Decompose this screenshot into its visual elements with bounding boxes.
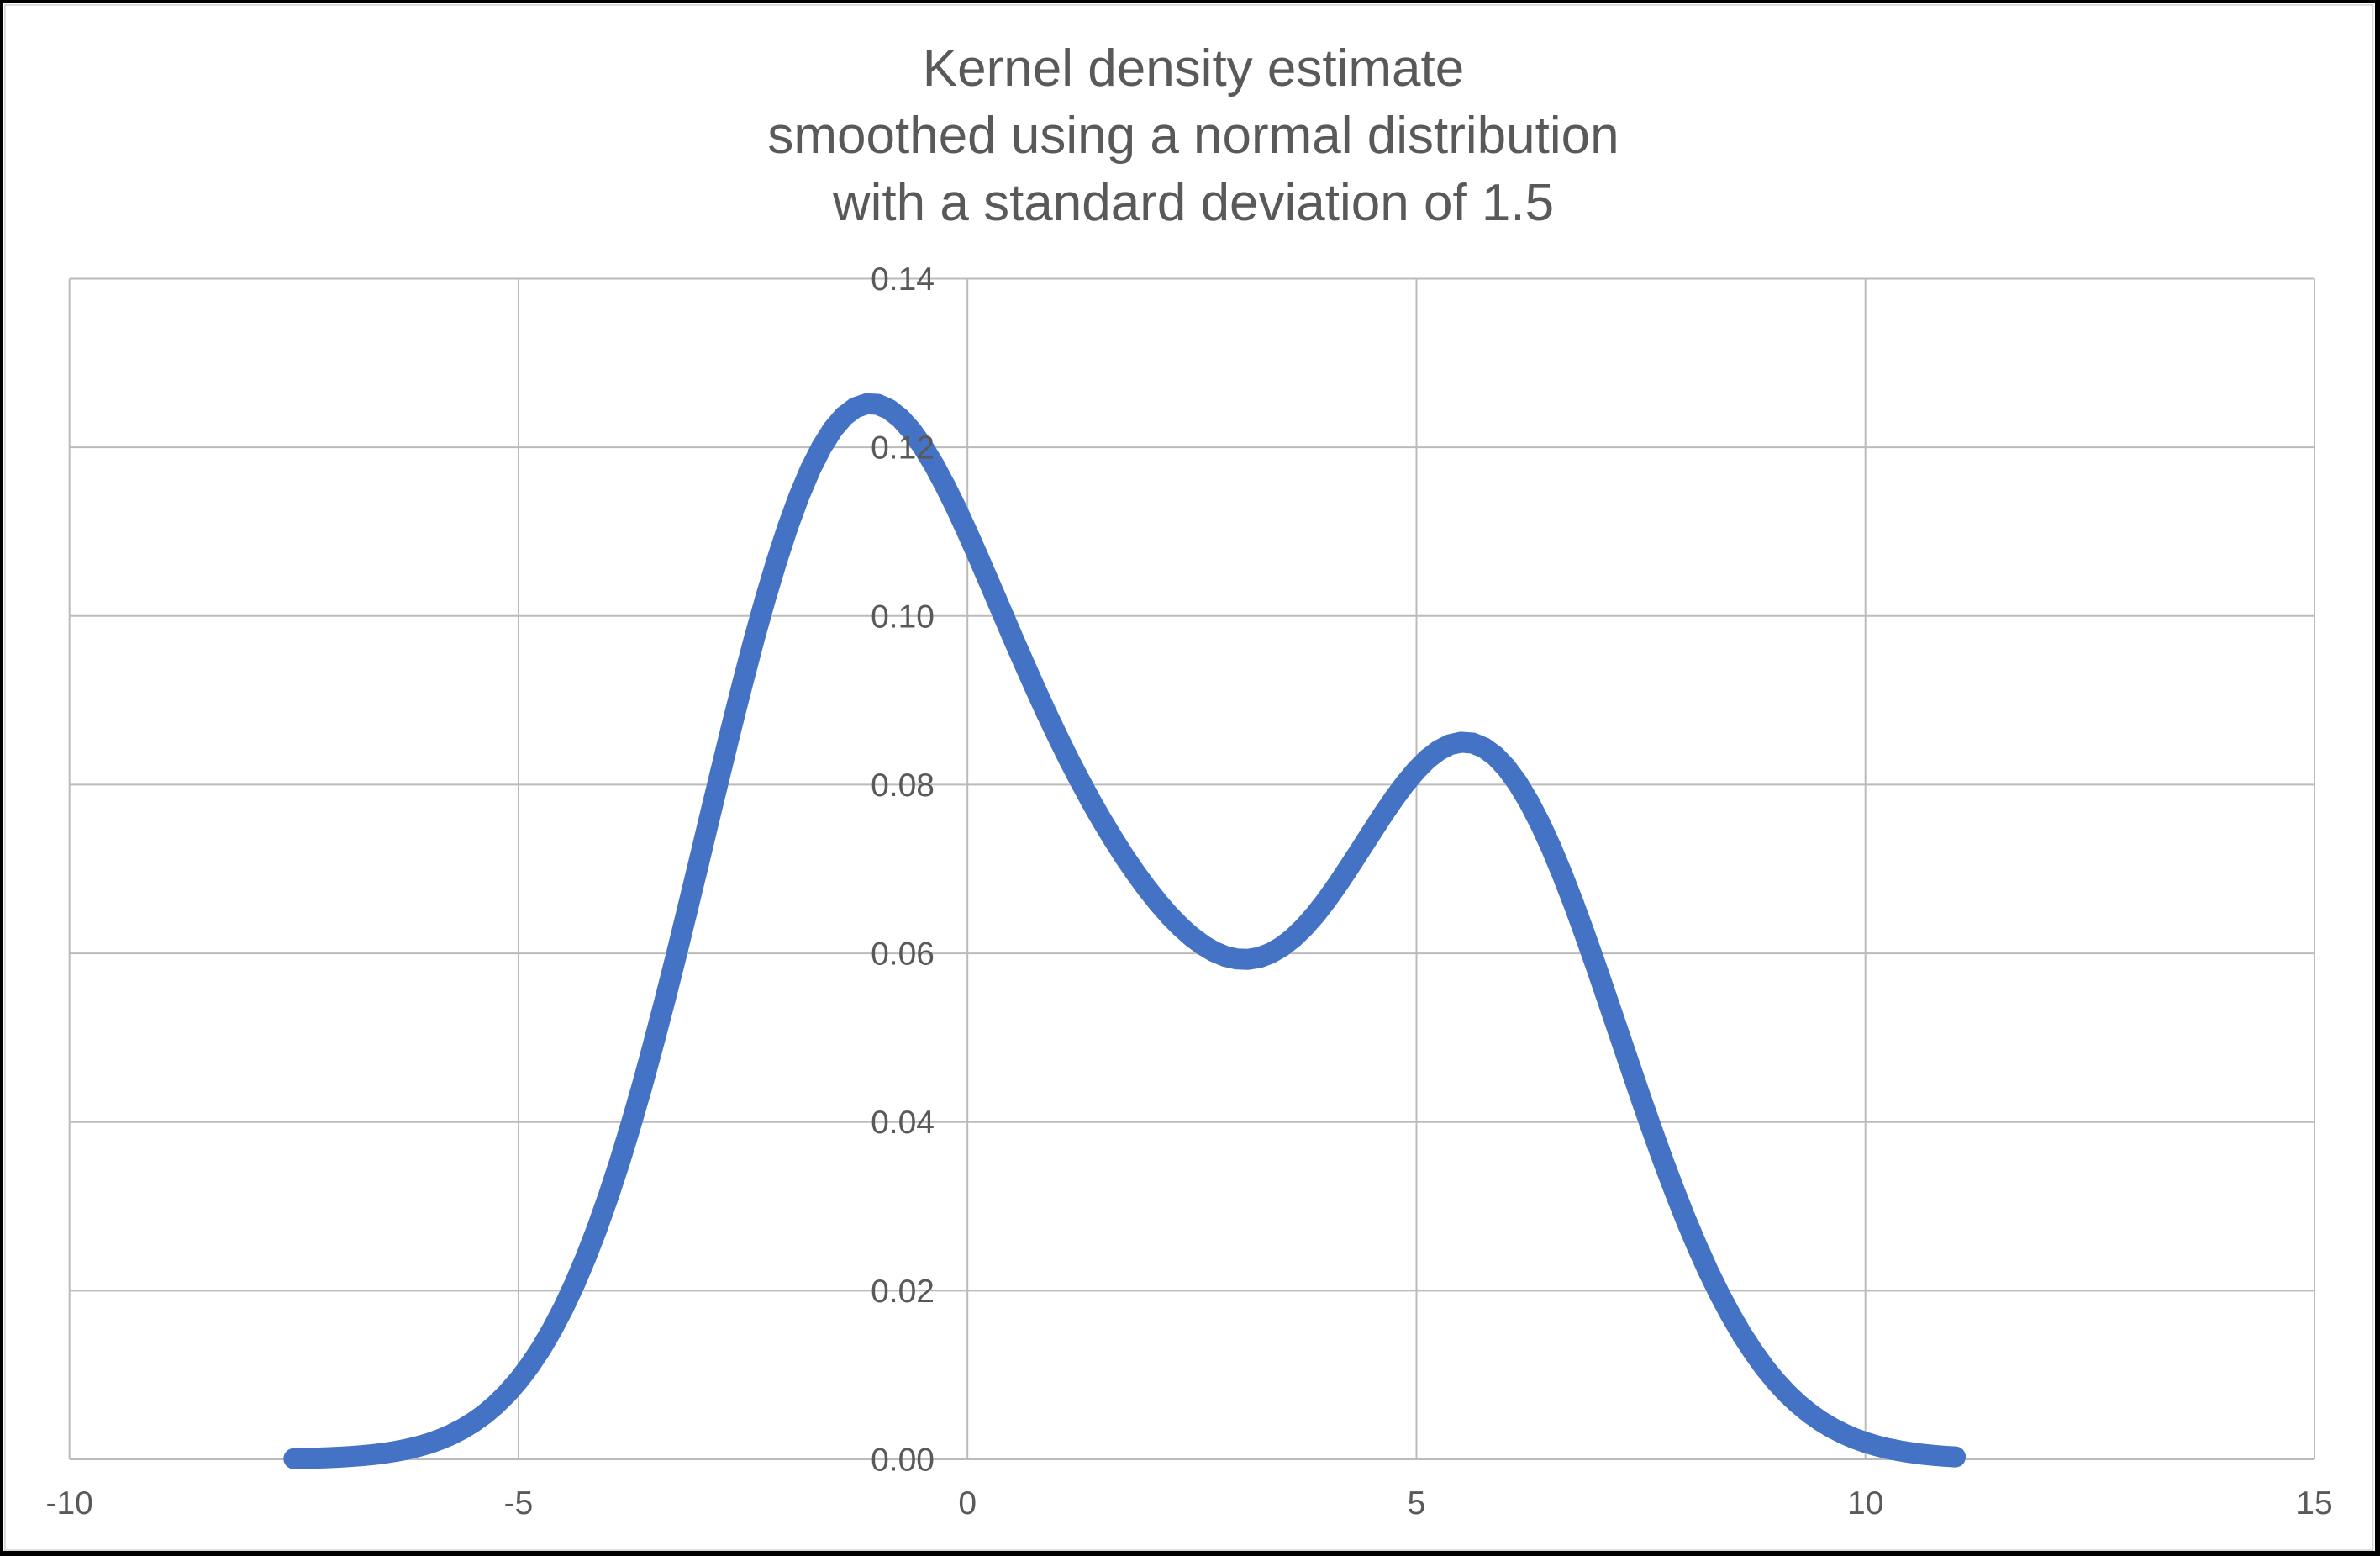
svg-text:5: 5 [1408, 1485, 1426, 1522]
svg-text:smoothed using a normal distri: smoothed using a normal distribution [767, 107, 1619, 165]
svg-text:Kernel density estimate: Kernel density estimate [923, 40, 1464, 98]
svg-text:0.14: 0.14 [871, 261, 935, 298]
svg-text:-5: -5 [504, 1485, 534, 1522]
svg-text:-10: -10 [46, 1485, 93, 1522]
svg-text:0.12: 0.12 [871, 430, 935, 467]
svg-text:0.04: 0.04 [871, 1105, 935, 1141]
svg-text:0.02: 0.02 [871, 1274, 935, 1310]
svg-text:0.00: 0.00 [871, 1443, 935, 1479]
svg-text:10: 10 [1847, 1485, 1883, 1522]
svg-text:with a standard deviation of 1: with a standard deviation of 1.5 [832, 174, 1554, 232]
svg-text:15: 15 [2296, 1485, 2332, 1522]
svg-text:0.06: 0.06 [871, 936, 935, 973]
svg-text:0.10: 0.10 [871, 599, 935, 635]
svg-text:0: 0 [958, 1485, 977, 1522]
svg-text:0.08: 0.08 [871, 767, 935, 804]
